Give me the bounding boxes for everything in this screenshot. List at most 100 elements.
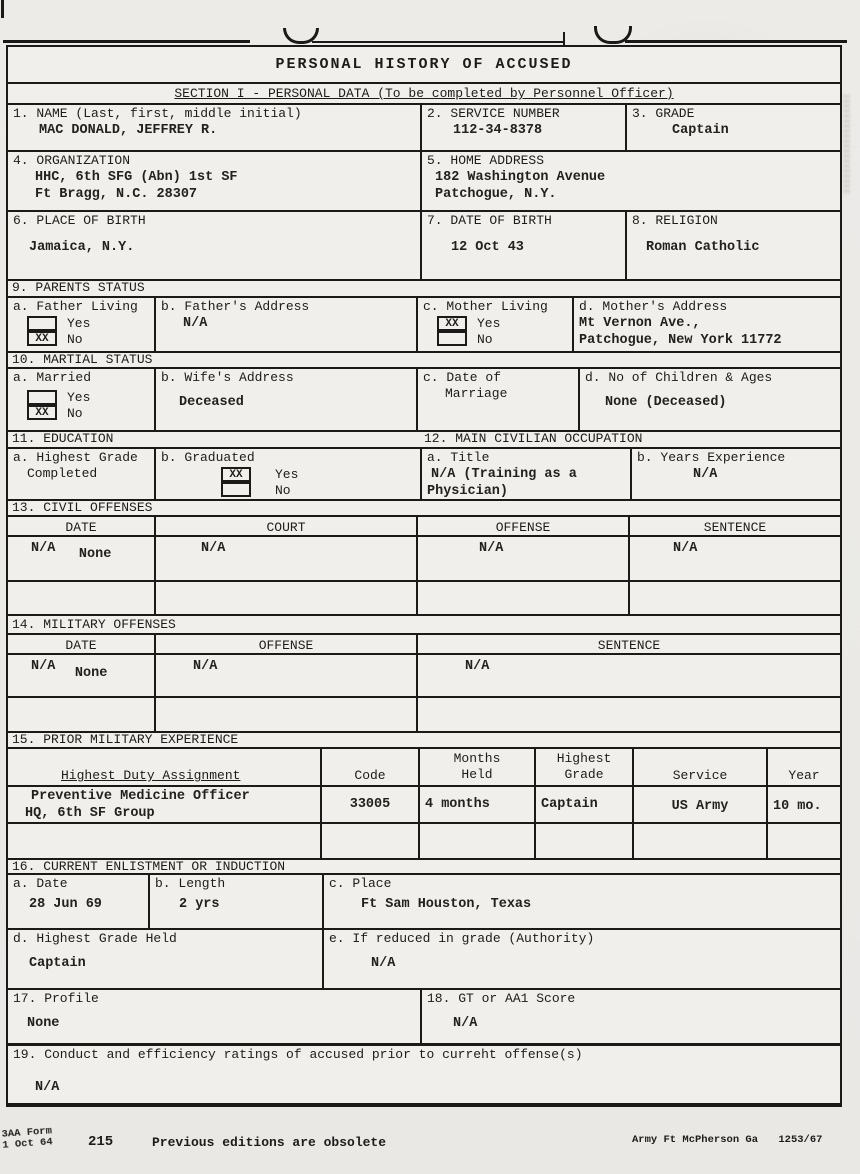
footer-printer: Army Ft McPherson Ga 1253/67 — [632, 1134, 822, 1146]
prior-military-grade-cell: Captain — [534, 787, 632, 822]
military-offenses-col-sentence: SENTENCE — [416, 635, 840, 653]
field-home-address-line1: 182 Washington Avenue — [435, 170, 606, 185]
field-profile: 17. Profile None — [8, 990, 420, 1043]
field-father-address: b. Father's Address N/A — [154, 298, 416, 351]
prior-military-header-row: Highest Duty Assignment Code Months Held… — [8, 747, 840, 785]
scan-artifact-topline-1 — [3, 40, 250, 43]
column-header: Service — [672, 768, 728, 783]
field-highest-grade-held: d. Highest Grade Held Captain — [8, 930, 322, 988]
scan-artifact-topline-2 — [312, 41, 564, 43]
prior-military-duty-line2: HQ, 6th SF Group — [25, 806, 155, 821]
scan-artifact-left-tick — [1, 0, 4, 18]
row-parents-status: a. Father Living Yes XX No b. Father's Ad… — [8, 296, 840, 351]
field-service-number-value: 112-34-8378 — [453, 123, 543, 138]
column-header: Highest Duty Assignment — [61, 768, 241, 783]
row-name-service-grade: 1. NAME (Last, first, middle initial) MA… — [8, 103, 840, 150]
field-father-living-label: a. Father Living — [13, 299, 138, 314]
column-header: OFFENSE — [495, 520, 551, 535]
table-cell-empty — [418, 824, 534, 858]
prior-military-service-cell: US Army — [632, 787, 766, 822]
prior-military-col-duty: Highest Duty Assignment — [8, 749, 320, 785]
mother-living-yes-label: Yes — [477, 316, 501, 331]
field-graduated: b. Graduated XX Yes No — [154, 449, 420, 499]
field-service-number-label: 2. SERVICE NUMBER — [427, 106, 560, 121]
field-highest-grade-held-label: d. Highest Grade Held — [13, 931, 177, 946]
prior-military-months-cell: 4 months — [418, 787, 534, 822]
graduated-no-label: No — [275, 483, 291, 498]
scan-artifact-topline-3 — [625, 40, 847, 43]
scan-artifact-tick-mid — [563, 32, 565, 46]
field-religion-value: Roman Catholic — [646, 240, 760, 255]
section-16-header: 16. CURRENT ENLISTMENT OR INDUCTION — [8, 858, 840, 873]
section-band: SECTION I - PERSONAL DATA (To be complet… — [8, 82, 840, 103]
field-years-experience-value: N/A — [693, 467, 718, 482]
section-16-heading: 16. CURRENT ENLISTMENT OR INDUCTION — [12, 859, 286, 874]
section-heading: SECTION I - PERSONAL DATA (To be complet… — [174, 86, 674, 101]
field-occupation-title-line1: N/A (Training as a — [431, 467, 577, 482]
field-reduced-in-grade: e. If reduced in grade (Authority) N/A — [322, 930, 840, 988]
column-header: DATE — [65, 638, 97, 653]
row-enlistment-abc: a. Date 28 Jun 69 b. Length 2 yrs c. Pla… — [8, 873, 840, 928]
field-years-experience-label: b. Years Experience — [637, 450, 786, 465]
field-highest-grade-label-line2: Completed — [27, 466, 98, 481]
military-offense-offense-cell: N/A — [154, 655, 416, 696]
father-living-no-checkbox: XX — [27, 331, 57, 346]
prior-military-months: 4 months — [425, 797, 490, 812]
military-offense-date: N/A — [31, 659, 56, 674]
footer-form-date: 1 Oct 64 — [1, 1136, 54, 1152]
prior-military-year: 10 mo. — [773, 799, 822, 814]
civil-offense-court-cell: N/A — [154, 537, 416, 580]
field-organization-line2: Ft Bragg, N.C. 28307 — [35, 187, 198, 202]
civil-offenses-header-row: DATE COURT OFFENSE SENTENCE — [8, 515, 840, 535]
row-conduct-ratings: 19. Conduct and efficiency ratings of ac… — [8, 1043, 840, 1108]
field-married-label: a. Married — [13, 370, 92, 385]
mother-living-no-label: No — [477, 332, 493, 347]
field-father-address-value: N/A — [183, 316, 208, 331]
field-occupation-title-line2: Physician) — [427, 484, 509, 499]
column-header: SENTENCE — [597, 638, 661, 653]
column-header: Months Held — [453, 751, 501, 782]
military-offenses-empty-row — [8, 696, 840, 731]
civil-offense-date: N/A — [31, 541, 56, 556]
table-cell-empty — [632, 824, 766, 858]
field-date-of-birth: 7. DATE OF BIRTH 12 Oct 43 — [420, 212, 625, 279]
field-date-of-birth-value: 12 Oct 43 — [451, 240, 524, 255]
civil-offenses-col-court: COURT — [154, 517, 416, 535]
field-highest-grade-held-value: Captain — [29, 956, 86, 971]
field-place-of-birth-value: Jamaica, N.Y. — [29, 240, 135, 255]
civil-offenses-col-offense: OFFENSE — [416, 517, 628, 535]
row-organization-address: 4. ORGANIZATION HHC, 6th SFG (Abn) 1st S… — [8, 150, 840, 210]
graduated-yes-checkbox: XX — [221, 467, 251, 482]
married-yes-label: Yes — [67, 390, 91, 405]
form-title-row: PERSONAL HISTORY OF ACCUSED — [8, 47, 840, 82]
field-date-of-marriage-label-line1: c. Date of — [423, 370, 502, 385]
field-date-of-marriage-label-line2: Marriage — [445, 386, 508, 401]
prior-military-year-cell: 10 mo. — [766, 787, 840, 822]
field-name-label: 1. NAME (Last, first, middle initial) — [13, 106, 302, 121]
field-place-of-birth: 6. PLACE OF BIRTH Jamaica, N.Y. — [8, 212, 420, 279]
field-enlistment-date: a. Date 28 Jun 69 — [8, 875, 148, 928]
footer-obsolete-note: Previous editions are obsolete — [152, 1135, 387, 1150]
field-enlistment-length-value: 2 yrs — [179, 897, 220, 912]
field-occupation-title-label: a. Title — [427, 450, 490, 465]
page-title: PERSONAL HISTORY OF ACCUSED — [275, 56, 573, 73]
mother-living-no-checkbox — [437, 331, 467, 346]
civil-offense-date-cell: N/A None — [8, 537, 154, 580]
field-conduct-ratings: 19. Conduct and efficiency ratings of ac… — [8, 1046, 840, 1108]
field-married: a. Married Yes XX No — [8, 369, 154, 430]
field-gt-score-label: 18. GT or AA1 Score — [427, 991, 576, 1006]
married-no-label: No — [67, 406, 83, 421]
footer-printer-name: Army Ft McPherson Ga — [632, 1134, 759, 1146]
table-cell-empty — [8, 582, 154, 614]
field-mother-address: d. Mother's Address Mt Vernon Ave., Patc… — [572, 298, 840, 351]
civil-offenses-col-sentence: SENTENCE — [628, 517, 840, 535]
field-profile-label: 17. Profile — [13, 991, 99, 1006]
prior-military-code: 33005 — [349, 797, 391, 812]
married-no-checkbox: XX — [27, 405, 57, 420]
military-offenses-data-row: N/A None N/A N/A — [8, 653, 840, 696]
prior-military-grade: Captain — [541, 797, 598, 812]
prior-military-duty-line1: Preventive Medicine Officer — [31, 789, 250, 804]
section-13-heading: 13. CIVIL OFFENSES — [12, 500, 153, 515]
field-mother-living-label: c. Mother Living — [423, 299, 548, 314]
row-enlistment-de: d. Highest Grade Held Captain e. If redu… — [8, 928, 840, 988]
